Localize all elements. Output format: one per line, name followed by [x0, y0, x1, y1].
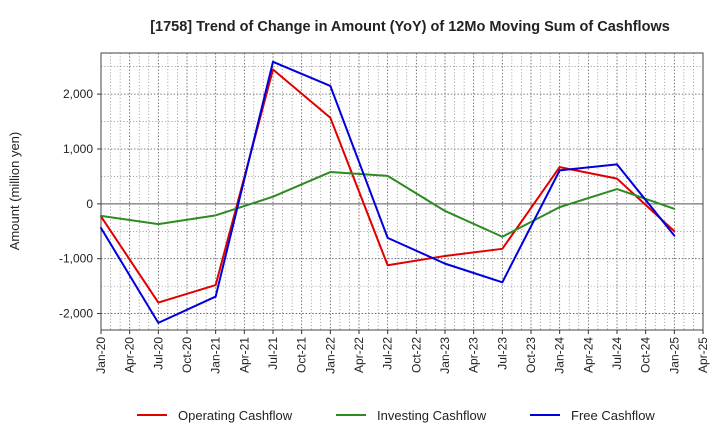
- x-tick-label: Jul-24: [610, 337, 624, 370]
- series-line: [100, 60, 676, 324]
- x-tick-label: Jul-23: [495, 337, 509, 370]
- x-tick-label: Oct-23: [524, 337, 538, 373]
- series-line: [100, 68, 676, 304]
- x-tick-label: Apr-24: [581, 337, 595, 373]
- y-tick-label: 1,000: [63, 142, 93, 156]
- x-tick-label: Oct-20: [180, 337, 194, 373]
- plot-area: 2,000 1,000 0 -1,000 -2,000 Jan-20 Apr-20 Jul-2…: [59, 52, 710, 374]
- y-tick-label: -1,000: [59, 252, 93, 266]
- chart-title: [1758] Trend of Change in Amount (YoY) o…: [150, 19, 670, 35]
- x-tick-label: Jul-22: [381, 337, 395, 370]
- legend-label: Free Cashflow: [571, 408, 655, 423]
- x-tick-label: Jan-24: [553, 337, 567, 374]
- legend-label: Investing Cashflow: [377, 408, 487, 423]
- y-tick-label: 0: [86, 197, 93, 211]
- legend: Operating Cashflow Investing Cashflow Free…: [137, 408, 655, 423]
- x-tick-label: Apr-20: [123, 337, 137, 373]
- y-tick-label: -2,000: [59, 307, 93, 321]
- legend-label: Operating Cashflow: [178, 408, 293, 423]
- x-tick-label: Oct-22: [409, 337, 423, 373]
- x-tick-label: Jan-23: [438, 337, 452, 374]
- x-tick-label: Jan-22: [323, 337, 337, 374]
- x-tick-label: Jul-20: [151, 337, 165, 370]
- plot-background: [101, 53, 703, 330]
- x-tick-label: Apr-22: [352, 337, 366, 373]
- x-tick-label: Jan-21: [209, 337, 223, 374]
- x-tick-label: Jan-25: [667, 337, 681, 374]
- y-axis-label: Amount (million yen): [7, 132, 22, 251]
- x-tick-label: Jan-20: [94, 337, 108, 374]
- y-tick-label: 2,000: [63, 87, 93, 101]
- x-tick-label: Jul-21: [266, 337, 280, 370]
- plot-frame: [100, 52, 704, 331]
- series-line: [100, 171, 676, 238]
- x-tick-label: Apr-23: [467, 337, 481, 373]
- x-tick-label: Oct-24: [639, 337, 653, 373]
- x-tick-label: Apr-21: [237, 337, 251, 373]
- x-tick-label: Oct-21: [295, 337, 309, 373]
- x-tick-label: Apr-25: [696, 337, 710, 373]
